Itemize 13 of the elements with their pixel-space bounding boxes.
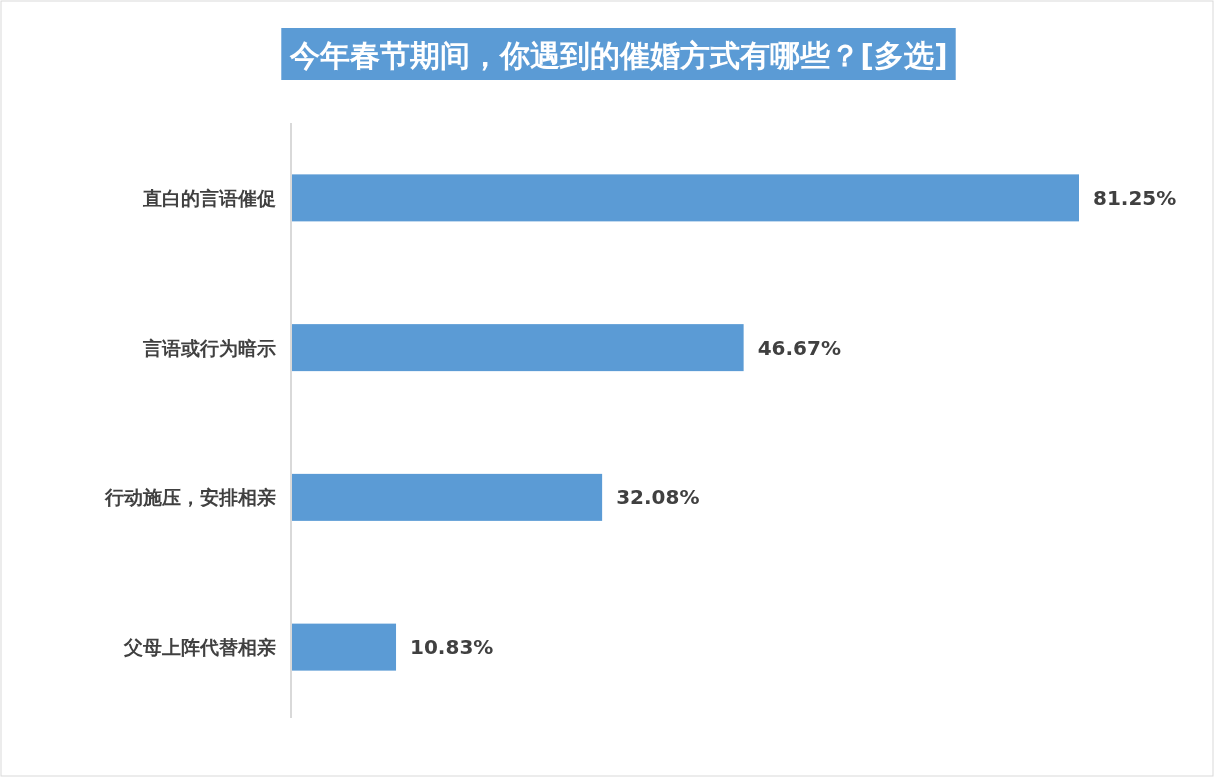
bar	[292, 473, 603, 521]
data-label: 46.67%	[757, 335, 841, 360]
bar	[292, 623, 397, 671]
bar	[292, 174, 1079, 222]
y-tick-label: 父母上阵代替相亲	[123, 636, 276, 659]
data-label: 10.83%	[410, 635, 494, 660]
bar	[292, 324, 744, 372]
y-tick-label: 行动施压，安排相亲	[104, 486, 276, 509]
data-label: 32.08%	[616, 485, 700, 510]
y-tick-label: 直白的言语催促	[142, 186, 276, 209]
chart-title: 今年春节期间，你遇到的催婚方式有哪些？[多选]	[289, 38, 948, 73]
y-tick-label: 言语或行为暗示	[142, 336, 276, 359]
data-label: 81.25%	[1093, 185, 1177, 210]
